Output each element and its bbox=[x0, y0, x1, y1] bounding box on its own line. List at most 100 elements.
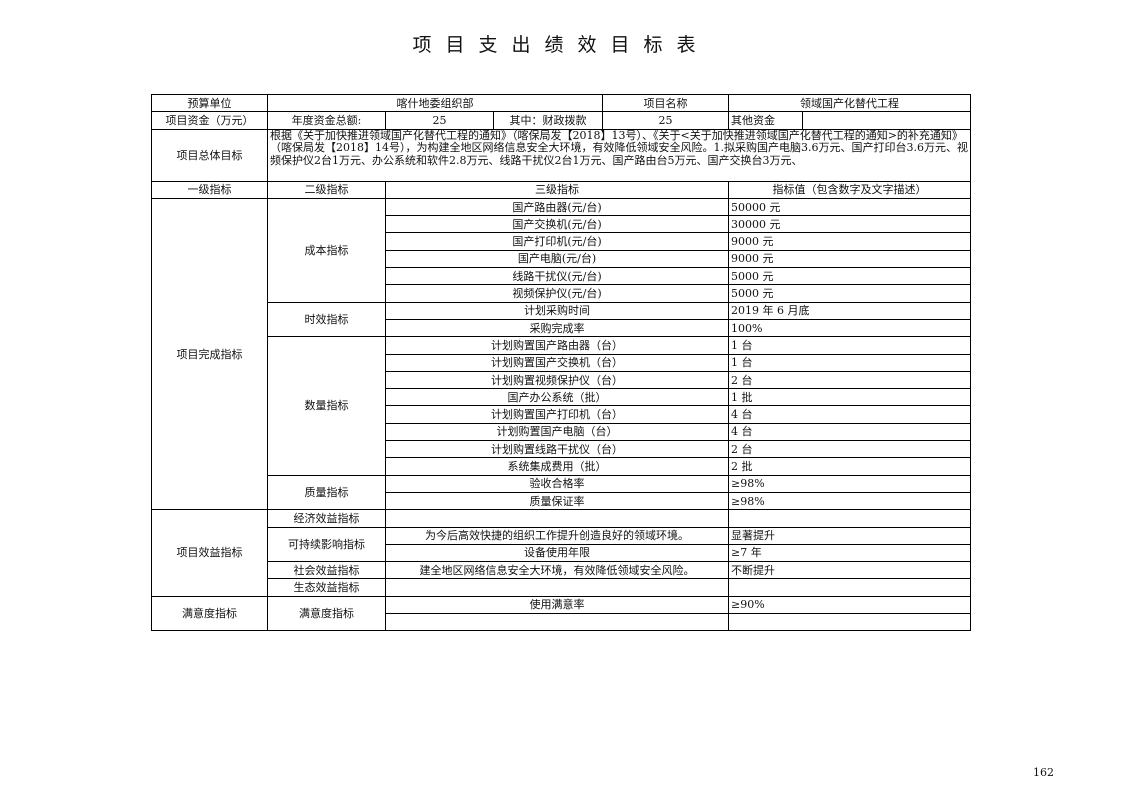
indicator-value bbox=[728, 578, 971, 597]
indicator-row: 数量指标 计划购置国产路由器（台） 1 台 bbox=[152, 336, 971, 476]
other-label: 其他资金 bbox=[728, 111, 803, 130]
funds-label: 项目资金（万元） bbox=[151, 111, 268, 130]
indicator-row: 生态效益指标 bbox=[152, 578, 971, 597]
level2-indicator: 成本指标 bbox=[267, 197, 386, 303]
indicator-value: 1 台 bbox=[728, 336, 971, 355]
annual-total-label: 年度资金总额: bbox=[267, 111, 386, 130]
level2-indicator: 时效指标 bbox=[267, 301, 386, 338]
indicator-row: 国产电脑(元/台) 9000 元 bbox=[152, 249, 971, 269]
level3-indicator: 系统集成费用（批） bbox=[385, 457, 729, 476]
indicator-value: 9000 元 bbox=[728, 232, 971, 251]
indicator-value: 显著提升 bbox=[728, 526, 971, 545]
level2-indicator: 满意度指标 bbox=[267, 595, 386, 632]
level2-indicator: 生态效益指标 bbox=[267, 578, 386, 597]
indicator-row bbox=[152, 613, 971, 632]
indicator-row: 满意度指标 满意度指标 使用满意率 ≥90% bbox=[151, 595, 971, 632]
level3-indicator bbox=[385, 578, 729, 597]
indicator-value: 4 台 bbox=[728, 405, 971, 424]
col-l3: 三级指标 bbox=[385, 180, 729, 199]
level1-indicator: 项目完成指标 bbox=[151, 197, 268, 511]
indicator-value: 2019 年 6 月底 bbox=[728, 301, 971, 320]
level3-indicator: 设备使用年限 bbox=[385, 543, 729, 563]
budget-unit: 喀什地委组织部 bbox=[267, 93, 603, 113]
indicator-value: 1 批 bbox=[728, 388, 971, 407]
level2-indicator: 社会效益指标 bbox=[267, 561, 386, 580]
level2-indicator: 数量指标 bbox=[267, 336, 386, 476]
indicator-value: 不断提升 bbox=[728, 561, 971, 580]
other bbox=[802, 111, 971, 130]
level3-indicator: 国产打印机(元/台) bbox=[385, 232, 729, 251]
level2-indicator: 经济效益指标 bbox=[267, 509, 386, 528]
indicator-value: 5000 元 bbox=[728, 267, 971, 286]
page-number: 162 bbox=[1033, 766, 1054, 779]
row-funds: 项目资金（万元） 年度资金总额: 25 其中：财政拨款 25 其他资金 bbox=[151, 111, 971, 130]
indicator-row: 可持续影响指标 为今后高效快捷的组织工作提升创造良好的领域环境。 显著提升 bbox=[152, 526, 971, 563]
indicator-row: 计划购置国产交换机（台） 1 台 bbox=[152, 353, 971, 372]
indicator-value: ≥90% bbox=[728, 595, 971, 615]
row-goal: 项目总体目标 根据《关于加快推进领域国产化替代工程的通知》（喀保局发【2018】… bbox=[151, 128, 971, 182]
level3-indicator: 计划购置国产电脑（台） bbox=[385, 422, 729, 442]
fiscal: 25 bbox=[602, 111, 729, 130]
indicator-value: 30000 元 bbox=[728, 215, 971, 234]
level3-indicator: 为今后高效快捷的组织工作提升创造良好的领域环境。 bbox=[385, 526, 729, 545]
indicator-row: 时效指标 计划采购时间 2019 年 6 月底 bbox=[152, 301, 971, 338]
indicator-value: 2 台 bbox=[728, 370, 971, 390]
indicator-value: 5000 元 bbox=[728, 284, 971, 303]
indicator-value bbox=[728, 509, 971, 528]
indicator-row: 社会效益指标 建全地区网络信息安全大环境，有效降低领域安全风险。 不断提升 bbox=[152, 561, 971, 580]
level3-indicator: 计划购置视频保护仪（台） bbox=[385, 370, 729, 390]
level3-indicator: 建全地区网络信息安全大环境，有效降低领域安全风险。 bbox=[385, 561, 729, 580]
budget-unit-label: 预算单位 bbox=[151, 93, 268, 113]
page-title: 项目支出绩效目标表 bbox=[412, 34, 710, 56]
level3-indicator: 国产电脑(元/台) bbox=[385, 249, 729, 269]
project-name-label: 项目名称 bbox=[602, 93, 729, 113]
indicator-row: 计划购置国产打印机（台） 4 台 bbox=[152, 405, 971, 424]
level3-indicator: 使用满意率 bbox=[385, 595, 729, 615]
indicator-row: 计划购置国产电脑（台） 4 台 bbox=[152, 422, 971, 442]
indicator-value: ≥7 年 bbox=[728, 543, 971, 563]
row-budget-unit: 预算单位 喀什地委组织部 项目名称 领域国产化替代工程 bbox=[151, 93, 971, 113]
indicator-row: 视频保护仪(元/台) 5000 元 bbox=[152, 284, 971, 303]
indicator-value: 2 台 bbox=[728, 440, 971, 459]
indicator-value: 1 台 bbox=[728, 353, 971, 372]
column-headers: 一级指标 二级指标 三级指标 指标值（包含数字及文字描述） bbox=[151, 180, 971, 199]
indicator-value: 50000 元 bbox=[728, 197, 971, 217]
performance-table: 预算单位 喀什地委组织部 项目名称 领域国产化替代工程 项目资金（万元） 年度资… bbox=[151, 93, 971, 632]
level1-indicator: 满意度指标 bbox=[151, 595, 268, 632]
indicator-row: 项目完成指标 成本指标 国产路由器(元/台) 50000 元 bbox=[151, 197, 971, 511]
indicator-value: 2 批 bbox=[728, 457, 971, 476]
level3-indicator: 验收合格率 bbox=[385, 474, 729, 493]
level3-indicator: 计划购置线路干扰仪（台） bbox=[385, 440, 729, 459]
indicator-row: 国产办公系统（批） 1 批 bbox=[152, 388, 971, 407]
level3-indicator: 计划购置国产路由器（台） bbox=[385, 336, 729, 355]
indicator-value: 9000 元 bbox=[728, 249, 971, 269]
fiscal-label: 其中：财政拨款 bbox=[493, 111, 603, 130]
level3-indicator: 国产路由器(元/台) bbox=[385, 197, 729, 217]
col-l2: 二级指标 bbox=[267, 180, 386, 199]
indicator-value: ≥98% bbox=[728, 474, 971, 493]
level3-indicator: 线路干扰仪(元/台) bbox=[385, 267, 729, 286]
indicator-row: 项目效益指标 经济效益指标 bbox=[151, 509, 971, 597]
level3-indicator: 计划采购时间 bbox=[385, 301, 729, 320]
level1-indicator: 项目效益指标 bbox=[151, 509, 268, 597]
level3-indicator: 计划购置国产打印机（台） bbox=[385, 405, 729, 424]
level3-indicator bbox=[385, 613, 729, 632]
indicator-value: 4 台 bbox=[728, 422, 971, 442]
indicator-value bbox=[728, 613, 971, 632]
level3-indicator: 采购完成率 bbox=[385, 318, 729, 338]
level3-indicator: 计划购置国产交换机（台） bbox=[385, 353, 729, 372]
level3-indicator bbox=[385, 509, 729, 528]
indicator-value: 100% bbox=[728, 318, 971, 338]
level3-indicator: 质量保证率 bbox=[385, 491, 729, 511]
level2-indicator: 质量指标 bbox=[267, 474, 386, 511]
goal-text: 根据《关于加快推进领域国产化替代工程的通知》（喀保局发【2018】13号）、《关… bbox=[267, 128, 971, 182]
indicator-row: 计划购置视频保护仪（台） 2 台 bbox=[152, 370, 971, 390]
level2-indicator: 可持续影响指标 bbox=[267, 526, 386, 563]
goal-label: 项目总体目标 bbox=[151, 128, 268, 182]
level3-indicator: 国产办公系统（批） bbox=[385, 388, 729, 407]
project-name: 领域国产化替代工程 bbox=[728, 93, 971, 113]
indicator-row: 质量指标 验收合格率 ≥98% bbox=[152, 474, 971, 511]
col-value: 指标值（包含数字及文字描述） bbox=[728, 180, 971, 199]
col-l1: 一级指标 bbox=[151, 180, 268, 199]
level3-indicator: 视频保护仪(元/台) bbox=[385, 284, 729, 303]
